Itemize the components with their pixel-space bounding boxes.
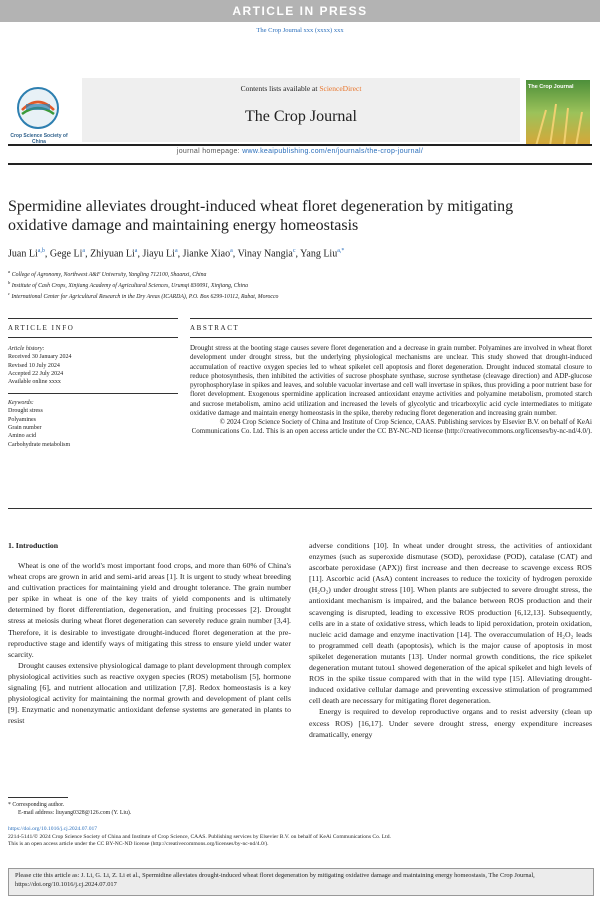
abstract: Drought stress at the booting stage caus… [190, 344, 592, 418]
banner: ARTICLE IN PRESS [0, 0, 600, 22]
footnote: E-mail address: liuyang0328@126.com (Y. … [18, 810, 132, 816]
issn-line: 2214-5141/© 2024 Crop Science Society of… [8, 833, 391, 840]
homepage-line: journal homepage: www.keaipublishing.com… [8, 148, 592, 155]
rule [8, 144, 592, 146]
affiliation-text: College of Agronomy, Northwest A&F Unive… [11, 271, 207, 278]
affiliation: c International Center for Agricultural … [8, 290, 592, 301]
author-affiliation-mark: a [230, 248, 233, 254]
footnotes: * Corresponding author. E-mail address: l… [8, 801, 291, 817]
keyword: Amino acid [8, 433, 37, 440]
footer-info: https://doi.org/10.1016/j.cj.2024.07.017… [8, 826, 592, 849]
affiliation-text: International Center for Agricultural Re… [11, 293, 279, 300]
cover-title: The Crop Journal [528, 84, 574, 90]
rule [190, 337, 592, 338]
affiliation-text: Institute of Cash Crops, Xinjiang Academ… [11, 282, 248, 289]
author-name: Juan Li [8, 248, 38, 260]
contents-line: Contents lists available at ScienceDirec… [82, 84, 520, 93]
author-affiliation-mark: a,b [37, 248, 45, 254]
society-name: Crop Science Society of China [10, 133, 68, 145]
history-item: Available online xxxx [8, 379, 61, 386]
author-affiliation-mark: a [82, 248, 86, 254]
author-name: Yang Liu [300, 248, 338, 260]
rule [8, 163, 592, 165]
keyword: Grain number [8, 424, 42, 431]
keyword: Drought stress [8, 408, 43, 415]
affiliation: a College of Agronomy, Northwest A&F Uni… [8, 268, 592, 279]
sciencedirect-link[interactable]: ScienceDirect [319, 84, 362, 93]
rule [190, 318, 592, 319]
history-item: Accepted 22 July 2024 [8, 370, 64, 377]
right-column: adverse conditions [10]. In wheat under … [309, 540, 592, 818]
cover-image [526, 80, 590, 146]
journal-title: The Crop Journal [245, 108, 357, 125]
keyword: Carbohydrate metabolism [8, 441, 71, 448]
article-info: Article history: Received 30 January 2024… [8, 345, 178, 449]
rule [8, 393, 178, 395]
author-name: Zhiyuan Li [90, 248, 135, 260]
paragraph: adverse conditions [10]. In wheat under … [309, 541, 592, 706]
abstract-copyright: © 2024 Crop Science Society of China and… [191, 418, 592, 436]
keywords-label: Keywords: [8, 400, 34, 407]
rule [8, 318, 178, 319]
history-item: Received 30 January 2024 [8, 354, 72, 361]
author-affiliation-mark: a [134, 248, 138, 254]
author-name: Gege Li [49, 248, 83, 260]
homepage-url[interactable]: www.keaipublishing.com/en/journals/the-c… [242, 148, 424, 155]
contents-prefix: Contents lists available at [240, 84, 318, 93]
affiliations: a College of Agronomy, Northwest A&F Uni… [8, 268, 592, 301]
history-label: Article history: [8, 346, 45, 352]
author-affiliation-mark: a,* [337, 248, 345, 254]
author-name: Jianke Xiao [182, 248, 231, 260]
homepage-label: journal homepage: [176, 148, 240, 155]
journal-reference: The Crop Journal xxx (xxxx) xxx [256, 27, 344, 34]
affiliation-mark: b [8, 279, 11, 285]
author-affiliation-mark: a [174, 248, 178, 254]
paragraph: Wheat is one of the world's most importa… [8, 561, 291, 659]
article-title: Spermidine alleviates drought-induced wh… [8, 198, 514, 234]
rule [8, 337, 178, 338]
section-heading: ARTICLE INFO [8, 324, 75, 332]
paragraph: Energy is required to develop reproducti… [309, 707, 592, 739]
authors: Juan Lia,b, Gege Lia, Zhiyuan Lia, Jiayu… [8, 248, 345, 260]
license-line: This is an open access article under the… [8, 841, 269, 847]
footnote-rule [8, 797, 68, 798]
section-heading: ABSTRACT [190, 324, 240, 332]
author-affiliation-mark: c [292, 248, 296, 254]
affiliation: b Institute of Cash Crops, Xinjiang Acad… [8, 279, 592, 290]
affiliation-mark: a [8, 269, 11, 274]
society-logo [17, 87, 59, 129]
author-name: Vinay Nangia [237, 248, 293, 260]
history-item: Revised 10 July 2024 [8, 362, 60, 369]
keyword: Polyamines [8, 416, 36, 423]
rule [8, 508, 592, 509]
section-heading: 1. Introduction [8, 541, 59, 550]
header-box [82, 78, 520, 142]
doi-link[interactable]: https://doi.org/10.1016/j.cj.2024.07.017 [8, 826, 98, 832]
left-column: Wheat is one of the world's most importa… [8, 560, 291, 750]
paragraph: Drought causes extensive physiological d… [8, 660, 291, 726]
footnote: * Corresponding author. [8, 802, 65, 808]
citation-box: Please cite this article as: J. Li, G. L… [8, 868, 594, 896]
affiliation-mark: c [8, 290, 10, 296]
author-name: Jiayu Li [142, 248, 175, 260]
